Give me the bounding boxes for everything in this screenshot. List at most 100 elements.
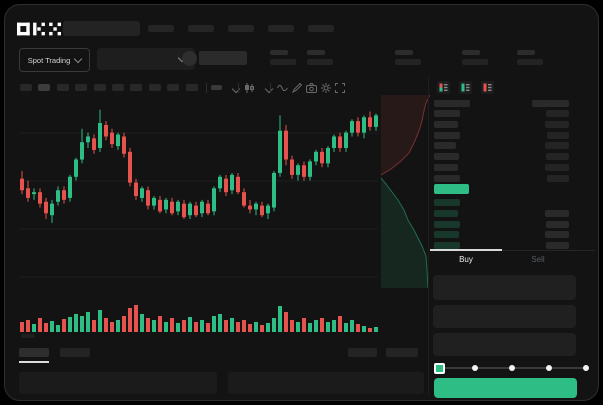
volume-bar	[146, 318, 150, 332]
bid-row-price[interactable]	[434, 199, 460, 206]
volume-bar	[170, 318, 174, 332]
tab-sell[interactable]: Sell	[531, 255, 545, 264]
volume-bar	[110, 322, 114, 332]
ask-row-amount[interactable]	[546, 110, 569, 117]
timeframe-slot[interactable]	[167, 84, 180, 91]
ask-row-amount[interactable]	[545, 142, 569, 150]
volume-bar	[92, 320, 96, 332]
buy-tab-indicator	[430, 249, 502, 251]
ask-row-price[interactable]	[434, 120, 458, 128]
volume-bar	[326, 322, 330, 332]
ask-row-price[interactable]	[434, 110, 460, 117]
bid-row-price[interactable]	[434, 220, 460, 228]
candle-body	[218, 176, 222, 189]
ask-row-amount[interactable]	[545, 164, 569, 171]
candle-body	[248, 205, 252, 210]
nav-item-placeholder[interactable]	[148, 25, 174, 32]
bid-row-price[interactable]	[434, 209, 458, 217]
candle-body	[164, 199, 168, 210]
candle-body	[362, 117, 366, 133]
ask-row-amount[interactable]	[547, 174, 569, 182]
nav-item-placeholder[interactable]	[268, 25, 294, 32]
candle-body	[290, 159, 294, 175]
candle-body	[56, 190, 60, 202]
candle-body	[140, 188, 144, 198]
buy-submit-button[interactable]	[434, 378, 577, 398]
ask-row-amount[interactable]	[547, 131, 569, 139]
book-both-sides-icon[interactable]	[437, 81, 450, 94]
bid-row-amount[interactable]	[546, 242, 569, 250]
bottom-tab-active[interactable]	[19, 348, 49, 357]
slider-handle[interactable]	[434, 363, 445, 374]
candle-type-icon[interactable]	[244, 83, 254, 93]
camera-icon[interactable]	[306, 83, 317, 93]
ask-row-price[interactable]	[434, 174, 460, 182]
slider-stop-dot[interactable]	[472, 365, 478, 371]
ask-row-price[interactable]	[434, 153, 459, 161]
volume-bar	[368, 328, 372, 332]
timeframe-slot[interactable]	[130, 84, 143, 91]
candle-body	[326, 148, 330, 164]
candle-body	[50, 203, 54, 216]
bottom-action-placeholder[interactable]	[348, 348, 377, 357]
fullscreen-icon[interactable]	[335, 83, 345, 93]
candle-body	[242, 192, 246, 206]
ask-row-amount[interactable]	[546, 153, 569, 161]
candle-body	[158, 199, 162, 212]
timeframe-slot[interactable]	[56, 84, 69, 91]
bid-row-price[interactable]	[434, 242, 460, 250]
trade-input-3[interactable]	[433, 333, 576, 356]
volume-bar	[80, 316, 84, 332]
timeframe-slot[interactable]	[38, 84, 51, 91]
timeframe-slot[interactable]	[112, 84, 124, 91]
pair-dropdown[interactable]	[97, 48, 195, 70]
slider-stop-dot[interactable]	[583, 365, 589, 371]
tab-buy[interactable]: Buy	[459, 255, 473, 264]
candle-body	[110, 132, 114, 145]
ask-row-price[interactable]	[434, 164, 458, 171]
volume-bar	[206, 323, 210, 332]
book-sells-only-icon[interactable]	[481, 81, 494, 94]
bottom-tab[interactable]	[60, 348, 90, 357]
market-type-selector[interactable]: Spot Trading	[19, 48, 90, 72]
wave-line-icon[interactable]	[277, 84, 288, 92]
depth-asks	[380, 95, 430, 176]
timeframe-slot[interactable]	[20, 84, 32, 91]
timeframe-slot[interactable]	[185, 84, 198, 91]
bid-row-amount[interactable]	[546, 220, 569, 228]
book-buys-only-icon[interactable]	[459, 81, 472, 94]
volume-bar	[152, 320, 156, 332]
trade-input-2[interactable]	[433, 305, 576, 328]
timeframe-slot[interactable]	[148, 84, 161, 91]
bottom-action-placeholder[interactable]	[386, 348, 418, 357]
candle-body	[224, 178, 228, 193]
draw-pencil-icon[interactable]	[292, 83, 302, 93]
candle-body	[74, 159, 78, 177]
settings-gear-icon[interactable]	[321, 83, 331, 93]
volume-bar	[356, 324, 360, 332]
nav-item-placeholder[interactable]	[308, 25, 334, 32]
search-input[interactable]	[63, 21, 140, 36]
trade-input-1[interactable]	[433, 275, 576, 300]
volume-bar	[278, 306, 282, 332]
candle-body	[236, 176, 240, 193]
slider-stop-dot[interactable]	[509, 365, 515, 371]
timeframe-slot[interactable]	[75, 84, 88, 91]
bid-row-amount[interactable]	[545, 231, 569, 239]
volume-legend-placeholder	[21, 334, 35, 338]
bid-row-amount[interactable]	[545, 209, 569, 217]
timeframe-slot[interactable]	[93, 84, 106, 91]
nav-item-placeholder[interactable]	[188, 25, 214, 32]
chevron-down-icon[interactable]	[264, 84, 274, 94]
ask-row-amount[interactable]	[545, 120, 569, 128]
interval-selector[interactable]	[211, 85, 222, 90]
candle-body	[344, 132, 348, 148]
volume-bar	[230, 318, 234, 332]
slider-stop-dot[interactable]	[546, 365, 552, 371]
bid-row-price[interactable]	[434, 231, 459, 239]
trade-tabs-row	[430, 250, 595, 273]
nav-item-placeholder[interactable]	[228, 25, 254, 32]
toolbar-divider	[270, 83, 271, 93]
ask-row-price[interactable]	[434, 142, 456, 150]
ask-row-price[interactable]	[434, 131, 460, 139]
